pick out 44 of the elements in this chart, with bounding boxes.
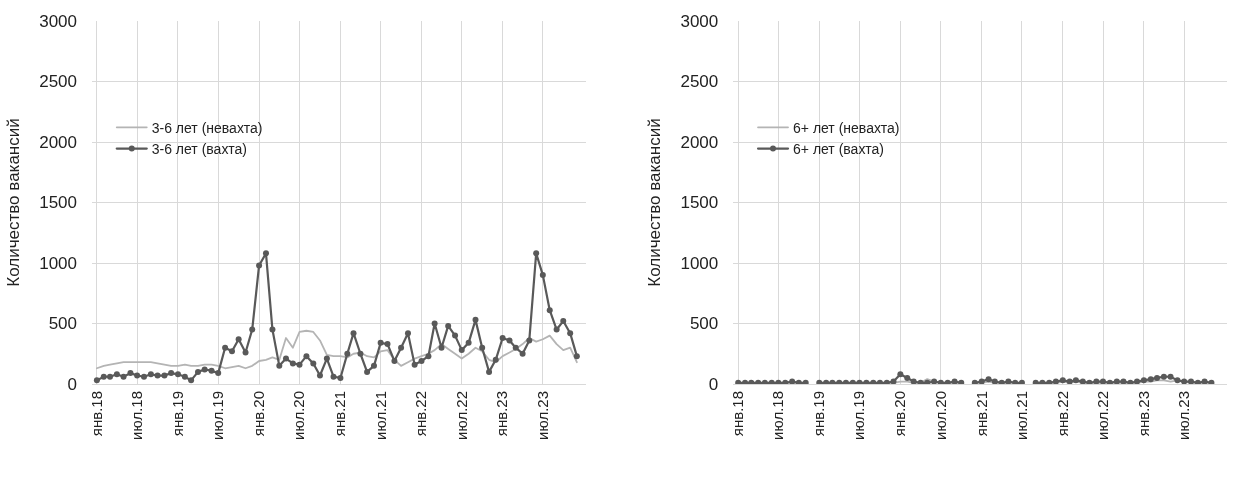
x-tick-label: янв.23 xyxy=(1134,391,1152,437)
x-tick-label: янв.21 xyxy=(972,391,990,437)
y-tick-label: 2000 xyxy=(680,132,719,152)
y-tick-label: 2000 xyxy=(39,132,77,152)
x-tick-label: янв.22 xyxy=(1053,391,1071,437)
y-tick-label: 1500 xyxy=(39,193,77,213)
x-tick-label: янв.20 xyxy=(249,391,267,437)
y-tick-label: 2500 xyxy=(39,72,77,92)
y-axis-title: Количество вакансий xyxy=(3,118,23,287)
y-tick-label: 3000 xyxy=(680,11,719,31)
y-tick-label: 500 xyxy=(689,314,719,334)
x-tick-label: июл.19 xyxy=(209,391,227,440)
x-tick-label: июл.23 xyxy=(1174,391,1192,440)
x-tick-label: июл.23 xyxy=(533,391,551,440)
y-tick-label: 2500 xyxy=(680,72,719,92)
x-tick-label: янв.18 xyxy=(729,391,747,437)
legend-label: 3-6 лет (вахта) xyxy=(151,141,247,158)
x-tick-label: июл.20 xyxy=(290,391,308,440)
x-tick-label: июл.21 xyxy=(1012,391,1030,440)
x-tick-label: июл.19 xyxy=(850,391,868,440)
x-tick-label: янв.20 xyxy=(891,391,909,437)
x-tick-label: июл.18 xyxy=(769,391,787,440)
y-tick-label: 0 xyxy=(708,374,719,394)
x-tick-label: янв.23 xyxy=(493,391,511,437)
x-tick-label: янв.19 xyxy=(168,391,186,437)
x-tick-label: янв.21 xyxy=(331,391,349,437)
x-tick-label: янв.22 xyxy=(412,391,430,437)
y-tick-label: 1000 xyxy=(680,253,719,273)
x-tick-label: янв.18 xyxy=(87,391,105,437)
y-tick-label: 500 xyxy=(48,314,77,334)
x-tick-label: июл.20 xyxy=(931,391,949,440)
y-tick-label: 1000 xyxy=(39,253,77,273)
legend-label: 6+ лет (вахта) xyxy=(793,141,884,158)
x-tick-label: июл.21 xyxy=(371,391,389,440)
x-tick-label: июл.22 xyxy=(452,391,470,440)
y-tick-label: 3000 xyxy=(39,11,77,31)
x-tick-label: июл.22 xyxy=(1093,391,1111,440)
legend-label: 6+ лет (невахта) xyxy=(793,119,900,136)
legend-label: 3-6 лет (невахта) xyxy=(151,119,263,136)
y-tick-label: 1500 xyxy=(680,193,719,213)
y-tick-label: 0 xyxy=(67,374,77,394)
x-tick-label: янв.19 xyxy=(810,391,828,437)
y-axis-title: Количество вакансий xyxy=(645,118,664,287)
x-tick-label: июл.18 xyxy=(127,391,145,440)
